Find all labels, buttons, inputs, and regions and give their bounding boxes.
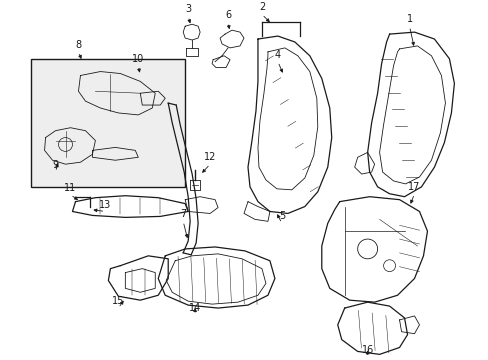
Text: 7: 7 <box>180 210 186 219</box>
Bar <box>31 59 185 187</box>
Text: 11: 11 <box>64 183 77 193</box>
Text: 10: 10 <box>132 54 144 64</box>
Text: 9: 9 <box>52 160 59 170</box>
Text: 5: 5 <box>278 211 285 221</box>
Text: 8: 8 <box>75 40 81 50</box>
Text: 17: 17 <box>407 182 420 192</box>
Text: 13: 13 <box>99 199 111 210</box>
Text: 6: 6 <box>224 10 231 20</box>
Text: 14: 14 <box>189 303 201 313</box>
Text: 2: 2 <box>258 3 264 12</box>
Text: 1: 1 <box>406 14 412 24</box>
Text: 3: 3 <box>185 4 191 14</box>
Text: 12: 12 <box>203 152 216 162</box>
Text: 4: 4 <box>274 50 281 60</box>
Text: 15: 15 <box>112 296 124 306</box>
Text: 16: 16 <box>361 345 373 355</box>
